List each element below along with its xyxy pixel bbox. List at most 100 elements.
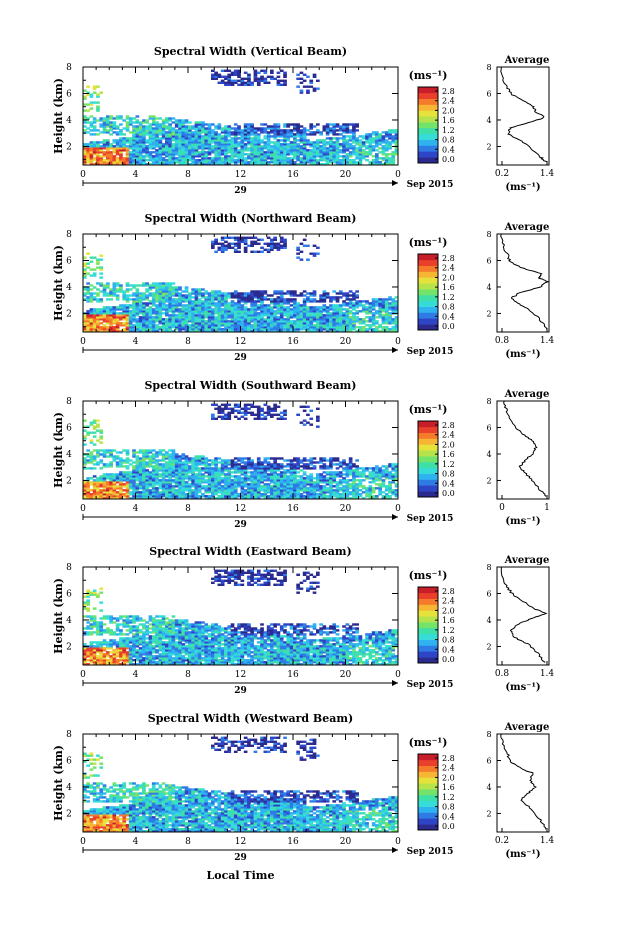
heatmap-cell: [132, 316, 136, 319]
heatmap-cell: [211, 131, 215, 134]
heatmap-cell: [345, 129, 350, 132]
heatmap-cell: [211, 473, 215, 476]
heatmap-cell: [230, 471, 235, 474]
heatmap-cell: [86, 497, 90, 500]
heatmap-cell: [92, 163, 97, 166]
heatmap-cell: [197, 455, 202, 458]
heatmap-cell: [388, 318, 392, 321]
heatmap-cell: [119, 153, 123, 156]
heatmap-cell: [178, 328, 182, 331]
heatmap-cell: [165, 153, 169, 156]
heatmap-cell: [299, 149, 304, 152]
heatmap-cell: [151, 312, 156, 315]
heatmap-cell: [115, 465, 120, 468]
heatmap-cell: [247, 123, 251, 126]
heatmap-cell: [86, 495, 90, 498]
heatmap-cell: [201, 461, 205, 464]
heatmap-cell: [178, 316, 182, 319]
heatmap-cell: [266, 75, 271, 78]
heatmap-cell: [211, 242, 215, 245]
heatmap-cell: [122, 163, 127, 166]
heatmap-cell: [378, 304, 382, 307]
heatmap-cell: [319, 296, 323, 299]
heatmap-cell: [276, 159, 281, 162]
heatmap-cell: [338, 292, 343, 295]
heatmap-cell: [148, 471, 153, 474]
heatmap-cell: [168, 489, 172, 492]
heatmap-cell: [161, 161, 166, 164]
heatmap-cell: [138, 318, 143, 321]
heatmap-cell: [112, 455, 117, 458]
heatmap-cell: [207, 125, 212, 128]
heatmap-cell: [309, 310, 314, 313]
heatmap-cell: [322, 151, 327, 154]
heatmap-cell: [375, 316, 379, 319]
heatmap-cell: [145, 145, 149, 148]
heatmap-cell: [188, 491, 192, 494]
heatmap-cell: [158, 292, 163, 295]
heatmap-cell: [256, 324, 261, 327]
heatmap-cell: [348, 161, 353, 164]
heatmap-cell: [204, 475, 209, 478]
heatmap-cell: [263, 306, 268, 309]
y-tick-label: 8: [66, 63, 72, 73]
heatmap-cell: [378, 139, 382, 142]
heatmap-cell: [191, 467, 195, 470]
heatmap-cell: [250, 153, 254, 156]
heatmap-cell: [115, 143, 120, 146]
heatmap-cell: [83, 161, 87, 164]
heatmap-cell: [207, 465, 212, 468]
heatmap-cell: [358, 147, 363, 150]
heatmap-cell: [151, 467, 156, 470]
heatmap-cell: [142, 320, 146, 323]
heatmap-cell: [276, 324, 281, 327]
heatmap-cell: [112, 306, 117, 309]
heatmap-cell: [289, 324, 294, 327]
heatmap-cell: [283, 300, 287, 303]
heatmap-cell: [122, 324, 127, 327]
heatmap-cell: [99, 316, 104, 319]
heatmap-cell: [299, 316, 304, 319]
heatmap-cell: [161, 145, 166, 148]
colorbar-segment: [418, 306, 438, 313]
heatmap-cell: [247, 324, 251, 327]
heatmap-cell: [96, 487, 100, 490]
heatmap-cell: [299, 292, 304, 295]
heatmap-cell: [161, 133, 166, 136]
heatmap-cell: [155, 453, 159, 456]
heatmap-cell: [122, 459, 127, 462]
heatmap-cell: [279, 292, 284, 295]
heatmap-cell: [296, 159, 300, 162]
heatmap-cell: [368, 328, 373, 331]
heatmap-cell: [83, 330, 87, 333]
heatmap-cell: [224, 69, 228, 72]
heatmap-cell: [151, 328, 156, 331]
heatmap-cell: [322, 318, 327, 321]
heatmap-cell: [194, 459, 199, 462]
heatmap-cell: [99, 435, 104, 438]
heatmap-cell: [230, 300, 235, 303]
heatmap-cell: [99, 475, 104, 478]
heatmap-cell: [309, 149, 314, 152]
heatmap-cell: [138, 463, 143, 466]
heatmap-cell: [181, 457, 186, 460]
heatmap-cell: [184, 475, 189, 478]
heatmap-cell: [306, 159, 310, 162]
heatmap-cell: [112, 157, 117, 160]
heatmap-cell: [191, 141, 195, 144]
heatmap-cell: [276, 292, 281, 295]
heatmap-cell: [227, 242, 232, 245]
heatmap-cell: [158, 129, 163, 132]
heatmap-cell: [89, 312, 94, 315]
heatmap-cell: [197, 322, 202, 325]
heatmap-cell: [263, 308, 268, 311]
heatmap-cell: [237, 131, 241, 134]
heatmap-cell: [217, 159, 222, 162]
heatmap-cell: [325, 308, 330, 311]
heatmap-cell: [135, 330, 140, 333]
heatmap-cell: [171, 153, 176, 156]
heatmap-cell: [112, 290, 117, 293]
heatmap-cell: [250, 300, 254, 303]
heatmap-cell: [365, 330, 369, 333]
heatmap-cell: [224, 308, 228, 311]
